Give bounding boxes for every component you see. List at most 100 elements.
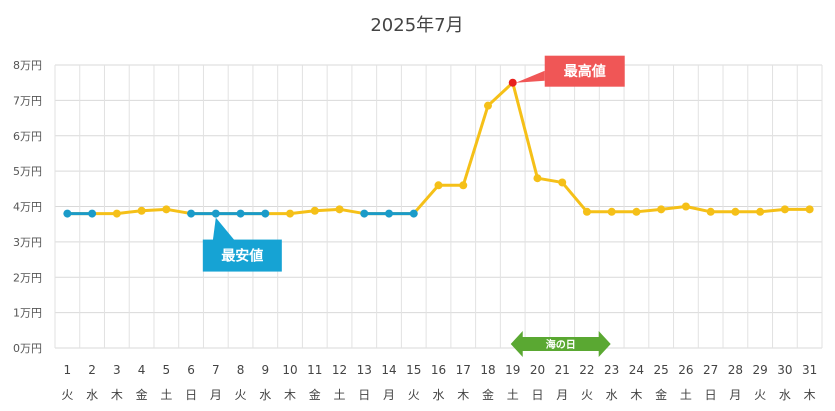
x-axis-ticks: 1火2水3木4金5土6日7月8火9水10木11金12土13日14月15火16水1… [61, 363, 817, 402]
data-point [508, 78, 517, 87]
x-tick-weekday: 火 [754, 388, 766, 402]
data-point [632, 207, 641, 216]
y-tick-label: 1万円 [13, 307, 42, 320]
x-tick-weekday: 日 [705, 388, 717, 402]
x-tick-weekday: 木 [457, 388, 469, 402]
x-tick-day: 31 [802, 363, 817, 377]
data-point [533, 174, 542, 183]
x-tick-day: 11 [307, 363, 322, 377]
highest-callout-box [544, 55, 625, 87]
x-tick-weekday: 水 [606, 388, 618, 402]
y-tick-label: 6万円 [13, 130, 42, 143]
price-series [63, 78, 814, 218]
y-tick-label: 5万円 [13, 165, 42, 178]
data-point [706, 207, 715, 216]
x-tick-weekday: 月 [383, 388, 395, 402]
y-tick-label: 3万円 [13, 236, 42, 249]
data-point [731, 207, 740, 216]
highest-callout-pointer [515, 70, 545, 83]
y-tick-label: 8万円 [13, 59, 42, 72]
x-tick-weekday: 土 [680, 388, 692, 402]
x-tick-day: 5 [163, 363, 171, 377]
x-tick-weekday: 火 [235, 388, 247, 402]
lowest-callout-pointer [212, 217, 235, 241]
x-tick-weekday: 木 [284, 388, 296, 402]
data-point [162, 205, 171, 214]
chart-title: 2025年7月 [370, 15, 463, 36]
x-tick-weekday: 水 [86, 388, 98, 402]
x-tick-weekday: 日 [531, 388, 543, 402]
data-point [582, 207, 591, 216]
x-tick-day: 4 [138, 363, 146, 377]
x-tick-day: 21 [555, 363, 570, 377]
x-tick-day: 17 [456, 363, 471, 377]
data-point [335, 205, 344, 214]
grid-lines [54, 64, 823, 349]
x-tick-weekday: 火 [581, 388, 593, 402]
x-tick-day: 29 [753, 363, 768, 377]
x-tick-day: 6 [187, 363, 195, 377]
x-tick-weekday: 土 [334, 388, 346, 402]
x-tick-weekday: 日 [358, 388, 370, 402]
x-tick-day: 23 [604, 363, 619, 377]
x-tick-weekday: 木 [111, 388, 123, 402]
x-tick-weekday: 金 [655, 387, 667, 402]
holiday-label: 海の日 [546, 338, 576, 351]
x-tick-weekday: 月 [729, 388, 741, 402]
x-tick-weekday: 土 [507, 388, 519, 402]
data-point [756, 207, 765, 216]
x-tick-day: 3 [113, 363, 121, 377]
x-tick-day: 8 [237, 363, 245, 377]
data-point [137, 206, 146, 215]
x-tick-day: 10 [282, 363, 297, 377]
x-tick-weekday: 金 [136, 387, 148, 402]
x-tick-day: 7 [212, 363, 220, 377]
x-tick-day: 27 [703, 363, 718, 377]
data-point [310, 206, 319, 215]
x-tick-weekday: 火 [61, 388, 73, 402]
x-tick-day: 13 [357, 363, 372, 377]
x-tick-weekday: 月 [556, 388, 568, 402]
x-tick-weekday: 水 [779, 388, 791, 402]
x-tick-day: 30 [777, 363, 792, 377]
x-tick-weekday: 木 [804, 388, 816, 402]
data-point [286, 209, 295, 218]
data-point [780, 205, 789, 214]
x-tick-day: 16 [431, 363, 446, 377]
x-tick-day: 12 [332, 363, 347, 377]
lowest-callout-box [202, 239, 282, 272]
x-tick-weekday: 金 [309, 387, 321, 402]
lowest-callout-label: 最安値 [221, 248, 263, 265]
data-point [483, 101, 492, 110]
data-point [558, 178, 567, 187]
y-axis-ticks: 0万円 1万円 2万円 3万円 4万円 5万円 6万円 7万円 8万円 [13, 59, 42, 355]
x-tick-day: 14 [381, 363, 396, 377]
x-tick-day: 18 [480, 363, 495, 377]
y-tick-label: 7万円 [13, 94, 42, 107]
data-point [434, 181, 443, 190]
x-tick-weekday: 水 [432, 388, 444, 402]
x-tick-weekday: 月 [210, 388, 222, 402]
x-tick-day: 25 [654, 363, 669, 377]
x-tick-day: 15 [406, 363, 421, 377]
data-point [459, 181, 468, 190]
x-tick-day: 22 [579, 363, 594, 377]
x-tick-day: 2 [88, 363, 96, 377]
holiday-banner [510, 331, 611, 357]
highest-callout-label: 最高値 [564, 63, 606, 80]
x-tick-weekday: 火 [408, 388, 420, 402]
x-tick-day: 9 [261, 363, 269, 377]
data-point [112, 209, 121, 218]
data-point [657, 205, 666, 214]
y-tick-label: 0万円 [13, 342, 42, 355]
x-tick-day: 1 [64, 363, 72, 377]
x-tick-weekday: 日 [185, 388, 197, 402]
x-tick-weekday: 金 [482, 387, 494, 402]
x-tick-day: 19 [505, 363, 520, 377]
data-point [805, 205, 814, 214]
x-tick-day: 28 [728, 363, 743, 377]
y-tick-label: 4万円 [13, 201, 42, 214]
